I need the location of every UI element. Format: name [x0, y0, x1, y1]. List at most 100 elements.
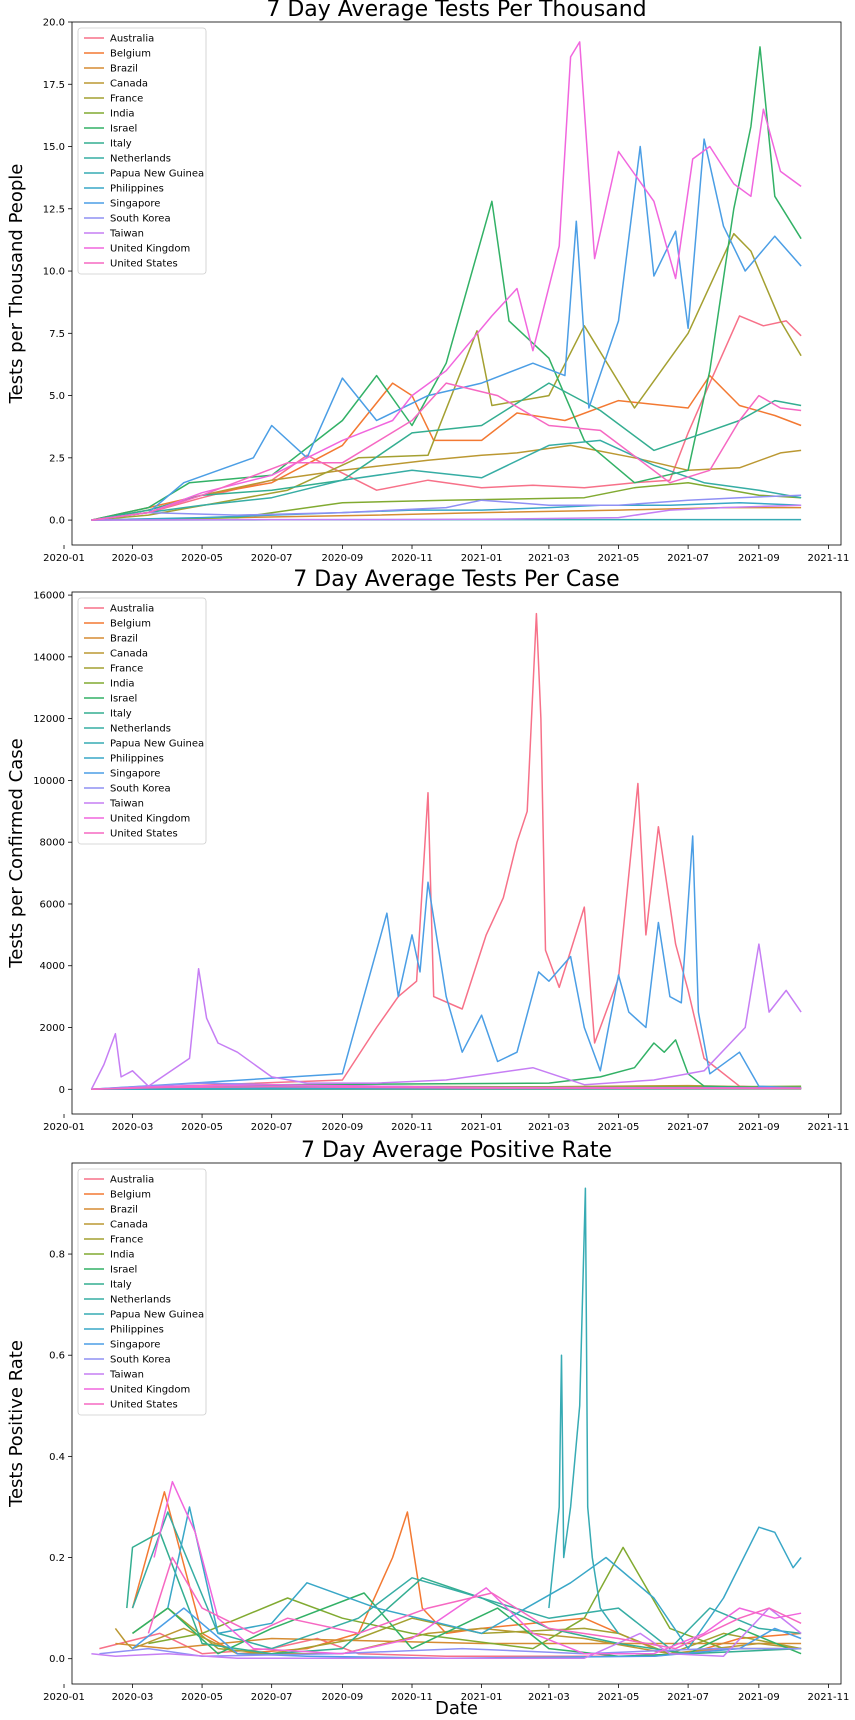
legend-label: India — [110, 109, 135, 120]
y-tick-label: 12000 — [33, 714, 65, 725]
legend-label: Australia — [110, 604, 154, 615]
legend-label: Belgium — [110, 1190, 151, 1201]
series-line-israel — [91, 1039, 802, 1091]
legend-label: Netherlands — [110, 724, 171, 735]
series-line-israel — [91, 46, 802, 521]
series-line-singapore — [91, 138, 802, 521]
x-tick-label: 2020-07 — [251, 1122, 293, 1133]
series-line-united-kingdom — [153, 1480, 802, 1655]
x-tick-label: 2020-07 — [251, 553, 293, 564]
chart-panel-2: 7 Day Average Tests Per Case Tests per Co… — [6, 567, 849, 1133]
y-tick-label: 2.5 — [49, 453, 65, 464]
legend-label: Canada — [110, 1220, 148, 1231]
legend-label: Singapore — [110, 1340, 160, 1351]
series-line-taiwan — [91, 1607, 802, 1659]
x-tick-label: 2020-03 — [112, 553, 154, 564]
legend: Australia Belgium Brazil Canada France India I… — [77, 1168, 207, 1416]
series-line-canada — [114, 1627, 802, 1655]
legend-label: Taiwan — [109, 229, 144, 240]
series-line-united-kingdom — [91, 41, 802, 521]
legend-label: Singapore — [110, 199, 160, 210]
legend-label: Israel — [110, 694, 137, 705]
series-line-australia — [91, 315, 802, 521]
x-tick-label: 2020-09 — [322, 553, 364, 564]
legend-label: France — [110, 1235, 143, 1246]
legend-label: Philippines — [110, 184, 164, 195]
legend-label: Italy — [110, 139, 132, 150]
legend-label: India — [110, 679, 135, 690]
y-tick-label: 0.0 — [49, 516, 65, 527]
legend-label: Papua New Guinea — [110, 169, 204, 180]
y-tick-label: 5.0 — [49, 391, 65, 402]
series-line-taiwan — [91, 504, 802, 521]
legend-label: Brazil — [110, 634, 138, 645]
legend-label: United States — [110, 259, 178, 270]
legend-label: United States — [110, 1400, 178, 1411]
y-tick-label: 6000 — [40, 899, 65, 910]
x-tick-label: 2021-01 — [461, 1692, 503, 1703]
series-line-israel — [132, 1592, 802, 1657]
x-tick-label: 2020-09 — [322, 1122, 364, 1133]
x-tick-label: 2020-11 — [391, 1122, 433, 1133]
y-tick-label: 0.2 — [49, 1553, 65, 1564]
series-line-papua-new-guinea — [548, 1187, 620, 1634]
legend-label: Papua New Guinea — [110, 1310, 204, 1321]
series-line-united-states — [91, 1086, 802, 1091]
x-tick-label: 2020-01 — [43, 1692, 85, 1703]
x-tick-label: 2020-11 — [391, 1692, 433, 1703]
legend: Australia Belgium Brazil Canada France India I… — [77, 27, 207, 275]
chart-title: 7 Day Average Positive Rate — [301, 1138, 612, 1163]
legend-label: Italy — [110, 1280, 132, 1291]
x-tick-label: 2021-03 — [528, 1692, 570, 1703]
legend-label: France — [110, 664, 143, 675]
legend-label: India — [110, 1250, 135, 1261]
chart-title: 7 Day Average Tests Per Thousand — [266, 0, 646, 22]
legend-label: Israel — [110, 124, 137, 135]
plot-frame — [71, 21, 842, 546]
legend-label: Brazil — [110, 64, 138, 75]
series-line-south-korea — [91, 494, 802, 521]
series-line-india — [148, 1546, 802, 1650]
legend-label: Israel — [110, 1265, 137, 1276]
x-tick-label: 2021-05 — [598, 1692, 640, 1703]
x-tick-label: 2020-09 — [322, 1692, 364, 1703]
x-tick-label: 2021-07 — [667, 553, 709, 564]
legend-box — [77, 27, 207, 275]
legend-label: Netherlands — [110, 154, 171, 165]
legend-label: South Korea — [110, 1355, 171, 1366]
y-tick-label: 7.5 — [49, 329, 65, 340]
x-tick-label: 2021-09 — [738, 553, 780, 564]
y-tick-label: 17.5 — [43, 80, 65, 91]
series-line-philippines — [91, 501, 802, 521]
x-tick-label: 2021-05 — [598, 1122, 640, 1133]
series-group — [91, 1187, 802, 1659]
x-tick-label: 2020-03 — [112, 1692, 154, 1703]
y-axis-label: Tests per Thousand People — [6, 164, 27, 405]
x-tick-label: 2021-03 — [528, 553, 570, 564]
series-line-singapore — [91, 835, 802, 1091]
x-tick-label: 2021-09 — [738, 1122, 780, 1133]
legend-label: Australia — [110, 1175, 154, 1186]
legend-label: Canada — [110, 79, 148, 90]
legend-label: Taiwan — [109, 799, 144, 810]
chart-panel-1: 7 Day Average Tests Per Thousand Tests pe… — [6, 0, 849, 564]
legend-label: Australia — [110, 34, 154, 45]
legend-box — [77, 1168, 207, 1416]
series-line-italy — [91, 382, 802, 521]
y-axis-label: Tests Positive Rate — [6, 1340, 27, 1508]
legend-label: United Kingdom — [110, 244, 190, 255]
y-tick-label: 16000 — [33, 591, 65, 602]
series-line-philippines — [167, 1506, 802, 1650]
x-tick-label: 2020-01 — [43, 1122, 85, 1133]
series-line-united-states — [91, 382, 802, 521]
legend-label: Singapore — [110, 769, 160, 780]
series-line-brazil — [115, 1637, 802, 1650]
x-tick-label: 2021-05 — [598, 553, 640, 564]
x-tick-label: 2021-07 — [667, 1122, 709, 1133]
series-group — [91, 41, 802, 521]
y-tick-label: 12.5 — [43, 204, 65, 215]
x-tick-label: 2021-07 — [667, 1692, 709, 1703]
legend-box — [77, 597, 207, 845]
x-tick-label: 2021-11 — [808, 1122, 850, 1133]
